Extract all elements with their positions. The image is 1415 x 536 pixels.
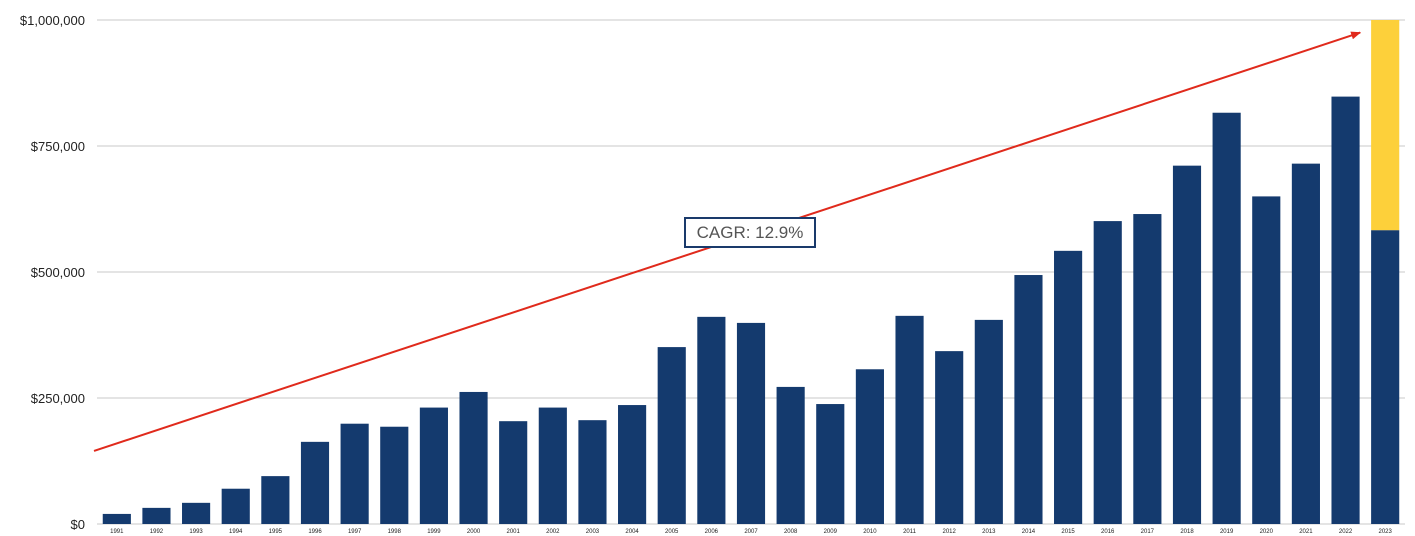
bar xyxy=(142,507,171,524)
bar xyxy=(499,421,528,524)
bar xyxy=(974,319,1003,524)
bars xyxy=(102,20,1400,525)
x-tick-label: 1994 xyxy=(229,529,243,535)
x-tick-label: 2012 xyxy=(943,529,957,535)
bar xyxy=(1252,196,1281,524)
x-tick-label: 2001 xyxy=(507,529,521,535)
bar xyxy=(697,316,726,524)
x-tick-label: 1995 xyxy=(269,529,283,535)
bar xyxy=(300,441,330,524)
x-tick-label: 2018 xyxy=(1180,529,1194,535)
bar xyxy=(538,407,567,524)
x-tick-label: 2002 xyxy=(546,529,560,535)
y-axis: $0 $250,000 $500,000 $750,000 $1,000,000 xyxy=(20,13,85,532)
bar xyxy=(618,405,647,524)
x-tick-label: 1999 xyxy=(427,529,441,535)
y-tick-label: $0 xyxy=(71,517,85,532)
bar xyxy=(736,322,766,524)
bar xyxy=(578,420,607,524)
x-tick-label: 2011 xyxy=(903,529,917,535)
bar xyxy=(895,315,924,524)
x-tick-label: 1996 xyxy=(308,529,322,535)
cagr-annotation: CAGR: 12.9% xyxy=(684,217,816,248)
x-tick-label: 2020 xyxy=(1260,529,1274,535)
x-tick-label: 1991 xyxy=(110,529,124,535)
x-tick-label: 2000 xyxy=(467,529,481,535)
bar-segment-top xyxy=(1371,20,1400,231)
x-tick-label: 2021 xyxy=(1299,529,1313,535)
bar xyxy=(1093,221,1122,524)
x-tick-label: 2019 xyxy=(1220,529,1234,535)
x-tick-label: 2010 xyxy=(863,529,877,535)
bar xyxy=(816,404,845,524)
x-tick-label: 2003 xyxy=(586,529,600,535)
bar xyxy=(459,391,488,524)
x-tick-label: 1997 xyxy=(348,529,362,535)
bar xyxy=(935,351,964,524)
y-tick-label: $1,000,000 xyxy=(20,13,85,28)
bar xyxy=(102,513,131,524)
bar xyxy=(1212,112,1241,525)
x-axis: 1991 1992 1993 1994 1995 1996 1997 1998 1999 2000… xyxy=(110,529,1392,535)
x-tick-label: 2009 xyxy=(824,529,838,535)
bar xyxy=(221,488,250,524)
x-tick-label: 2008 xyxy=(784,529,798,535)
bar xyxy=(1014,275,1043,524)
bar xyxy=(419,407,448,524)
x-tick-label: 2006 xyxy=(705,529,719,535)
bar xyxy=(776,386,805,524)
bar xyxy=(1054,250,1083,524)
y-tick-label: $500,000 xyxy=(31,265,85,280)
x-tick-label: 2014 xyxy=(1022,529,1036,535)
x-tick-label: 2017 xyxy=(1141,529,1155,535)
bar xyxy=(1331,96,1360,524)
x-tick-label: 2022 xyxy=(1339,529,1353,535)
bar xyxy=(182,502,211,524)
bar xyxy=(1371,230,1400,524)
x-tick-label: 2005 xyxy=(665,529,679,535)
x-tick-label: 2016 xyxy=(1101,529,1115,535)
bar xyxy=(855,369,884,524)
bar xyxy=(1172,165,1202,524)
bar xyxy=(1291,163,1320,524)
x-tick-label: 1992 xyxy=(150,529,164,535)
bar xyxy=(657,347,686,524)
x-tick-label: 2004 xyxy=(625,529,639,535)
x-tick-label: 2023 xyxy=(1379,529,1393,535)
bar xyxy=(261,476,290,524)
x-tick-label: 1993 xyxy=(189,529,203,535)
x-tick-label: 1998 xyxy=(388,529,402,535)
bar xyxy=(340,423,369,524)
bar xyxy=(380,426,409,524)
x-tick-label: 2013 xyxy=(982,529,996,535)
x-tick-label: 2015 xyxy=(1061,529,1075,535)
bar xyxy=(1133,214,1162,525)
y-tick-label: $250,000 xyxy=(31,391,85,406)
x-tick-label: 2007 xyxy=(744,529,758,535)
y-tick-label: $750,000 xyxy=(31,139,85,154)
